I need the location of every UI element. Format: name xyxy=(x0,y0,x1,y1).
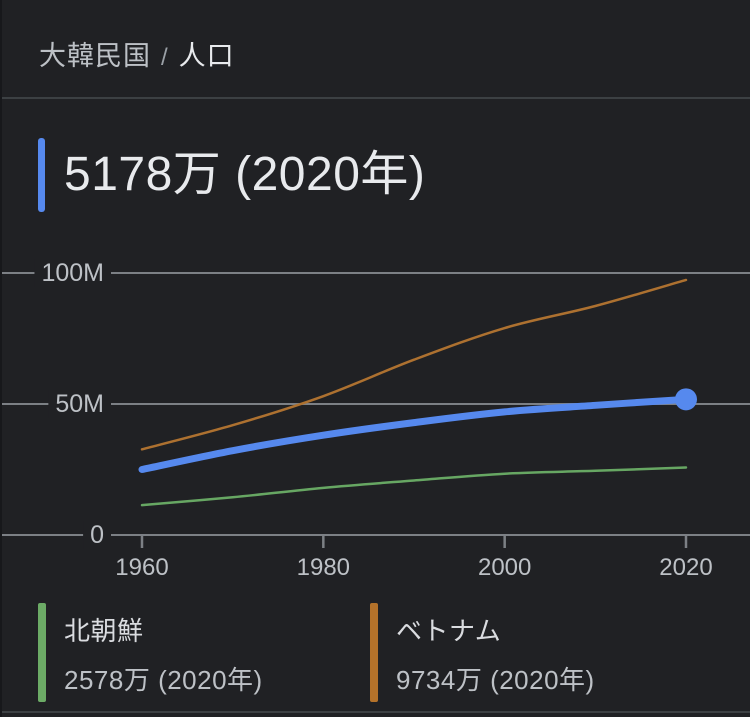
headline-value: 5178万 (2020年) xyxy=(64,148,426,201)
svg-text:50M: 50M xyxy=(55,390,104,418)
breadcrumb-separator: / xyxy=(161,44,169,71)
svg-text:1960: 1960 xyxy=(115,554,168,581)
legend-value: 9734万 (2020年) xyxy=(396,665,595,695)
svg-text:0: 0 xyxy=(90,521,104,549)
breadcrumb-country: 大韓民国 xyxy=(39,41,151,71)
population-line-chart[interactable]: 0 50M 100M 1960 1980 2000 2020 xyxy=(2,250,750,595)
svg-text:2000: 2000 xyxy=(478,554,531,581)
svg-text:1980: 1980 xyxy=(297,554,350,581)
svg-text:2020: 2020 xyxy=(659,554,712,581)
legend-color-bar xyxy=(38,603,46,702)
legend-color-bar xyxy=(370,603,378,702)
footer-divider xyxy=(2,711,750,713)
breadcrumb-metric: 人口 xyxy=(178,41,235,71)
breadcrumb: 大韓民国 / 人口 xyxy=(39,34,235,73)
svg-text:100M: 100M xyxy=(41,259,104,287)
legend-name: 北朝鮮 xyxy=(64,616,144,646)
legend-value: 2578万 (2020年) xyxy=(64,665,263,695)
header-divider xyxy=(2,97,750,99)
legend-name: ベトナム xyxy=(396,616,502,646)
headline-accent-bar xyxy=(38,138,45,212)
